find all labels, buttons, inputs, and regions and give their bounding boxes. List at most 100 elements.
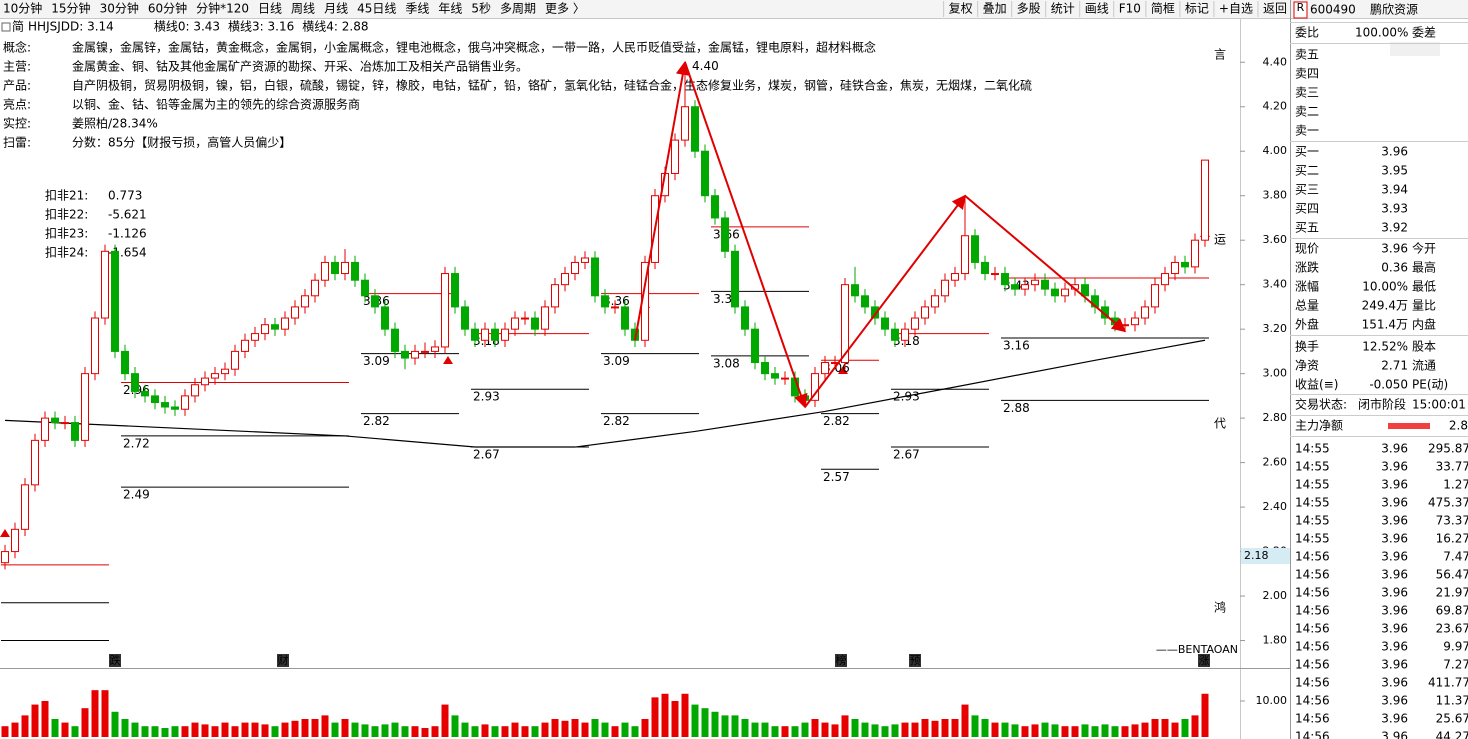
y-tick-label: 4.00	[1263, 144, 1288, 157]
info-label: 概念:	[3, 40, 31, 55]
y-tick-label: 2.00	[1263, 589, 1288, 602]
expand-button[interactable]	[1390, 42, 1440, 56]
info-label: 扫雷:	[3, 136, 31, 150]
stat-label2: 今开	[1412, 241, 1436, 256]
volume-bar	[1, 726, 9, 737]
toolbar-button[interactable]: 统计	[1051, 2, 1075, 16]
tick-price: 3.96	[1381, 676, 1408, 690]
candle-body	[941, 279, 949, 297]
candle-body	[601, 295, 609, 308]
volume-bar	[81, 708, 89, 737]
candle-body	[1121, 324, 1129, 327]
stat-label: 收益(≡)	[1295, 378, 1338, 392]
weicha-label: 委差	[1412, 26, 1436, 40]
period-tab[interactable]: 60分钟	[148, 1, 187, 16]
status-phase: 闭市阶段	[1358, 397, 1406, 412]
volume-bar	[431, 726, 439, 737]
volume-bar	[761, 722, 769, 737]
period-tab[interactable]: 多周期	[500, 2, 536, 16]
event-marker-box	[909, 654, 921, 667]
event-marker[interactable]: 财	[278, 653, 289, 667]
event-marker[interactable]: 涨	[1199, 654, 1210, 667]
event-marker[interactable]: 跌	[110, 653, 121, 667]
event-marker[interactable]: 预	[910, 654, 921, 667]
y-tick-label: 2.80	[1263, 411, 1288, 424]
period-tab[interactable]: 30分钟	[100, 1, 139, 16]
volume-bar	[241, 722, 249, 737]
tick-volume: 9.97	[1443, 640, 1468, 654]
period-tab[interactable]: 日线	[258, 2, 282, 16]
candle-body	[681, 106, 689, 141]
tick-volume: 69.87	[1436, 604, 1468, 618]
volume-bar	[1071, 726, 1079, 737]
toolbar-button[interactable]: 标记	[1185, 2, 1209, 16]
candle-body	[811, 373, 819, 401]
period-tab[interactable]: 月线	[324, 2, 348, 16]
toolbar-button[interactable]: 画线	[1085, 2, 1109, 16]
event-marker-box	[109, 654, 121, 667]
period-tab[interactable]: 年线	[438, 2, 462, 16]
period-tab[interactable]: 更多 〉	[545, 2, 585, 16]
tick-time: 14:55	[1295, 442, 1330, 456]
buy-label: 买三	[1295, 183, 1319, 197]
y-tick-label: 3.20	[1263, 322, 1288, 335]
period-tab[interactable]: 分钟*120	[196, 1, 249, 16]
candle-body	[91, 317, 99, 375]
candle-body	[921, 306, 929, 319]
volume-bar	[311, 718, 319, 737]
volume-bar	[271, 726, 279, 737]
toolbar-button[interactable]: 简框	[1151, 2, 1175, 16]
candle-body	[321, 261, 329, 281]
toolbar-button[interactable]: F10	[1119, 2, 1141, 16]
buy-price: 3.92	[1381, 221, 1408, 235]
period-tab[interactable]: 10分钟	[3, 1, 42, 16]
candle-body	[1161, 273, 1169, 286]
candle-body	[1061, 288, 1069, 297]
volume-bar	[1131, 724, 1139, 737]
candle-body	[1081, 284, 1089, 297]
volume-bar	[511, 722, 519, 737]
candle-body	[931, 295, 939, 308]
period-tab[interactable]: 15分钟	[51, 1, 90, 16]
toolbar-button[interactable]: 多股	[1017, 2, 1041, 16]
candle-body	[461, 306, 469, 330]
volume-bar	[961, 704, 969, 737]
stat-value: 12.52%	[1362, 340, 1408, 354]
stat-value: -0.050	[1369, 378, 1408, 392]
toolbar-button[interactable]: 复权	[949, 2, 973, 16]
toolbar-button[interactable]: +自选	[1219, 2, 1253, 16]
volume-bar	[301, 718, 309, 737]
event-marker[interactable]: 榜	[836, 653, 847, 667]
tick-time: 14:56	[1295, 658, 1330, 672]
candle-body	[751, 328, 759, 364]
candle-body	[401, 350, 409, 359]
toolbar-button[interactable]: 叠加	[983, 2, 1007, 16]
volume-bar	[1191, 715, 1199, 737]
info-label: 亮点:	[3, 97, 31, 112]
level-label: 2.49	[123, 488, 150, 502]
candle-body	[81, 373, 89, 441]
candle-body	[251, 333, 259, 341]
peak-label: 4.40	[692, 59, 719, 73]
period-tab[interactable]: 周线	[291, 2, 315, 16]
tick-price: 3.96	[1381, 460, 1408, 474]
y-tick-label: 3.40	[1263, 278, 1288, 291]
period-tab[interactable]: 45日线	[357, 2, 396, 16]
stat-label: 涨跌	[1295, 260, 1319, 275]
toolbar-button[interactable]: 返回	[1263, 2, 1287, 16]
period-tab[interactable]: 季线	[405, 2, 429, 16]
volume-bar	[741, 718, 749, 737]
candle-body	[1191, 239, 1199, 268]
trend-arrow	[684, 61, 808, 409]
candle-body	[881, 317, 889, 330]
buy-label: 买一	[1295, 145, 1319, 159]
volume-bar	[1201, 693, 1209, 737]
period-tab[interactable]: 5秒	[471, 2, 491, 16]
info-text: 分数：85分【财报亏损，高管人员偏少】	[72, 135, 291, 150]
stock-badge-text: R	[1297, 1, 1305, 14]
deduction-value: -5.621	[108, 208, 147, 222]
candle-body	[181, 395, 189, 410]
volume-bar	[801, 722, 809, 737]
indicator-name: HHJSJDD: 3.14	[28, 20, 114, 34]
